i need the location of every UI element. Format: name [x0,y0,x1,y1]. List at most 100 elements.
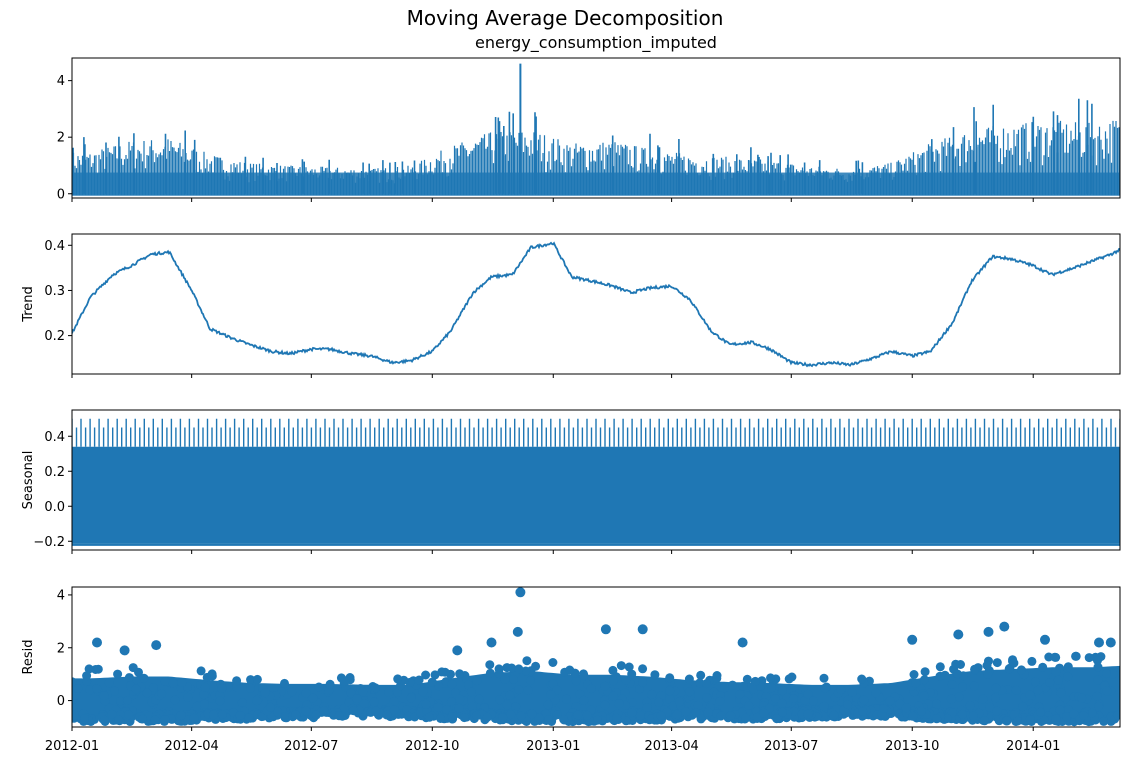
resid-point [548,658,557,667]
panel-seasonal: −0.2 0.0 0.2 0.4 Seasonal [21,410,1125,554]
resid-point [370,697,379,706]
resid-point [992,707,1001,716]
resid-point [218,710,227,719]
resid-point [966,701,975,710]
resid-point [654,698,663,707]
y-tick-label: 0 [57,694,65,709]
resid-point [177,711,186,720]
resid-point [183,693,192,702]
resid-point [232,676,241,685]
resid-point [726,711,735,720]
resid-point [287,687,296,696]
resid-point [665,673,674,682]
y-tick-label: 0.2 [44,329,65,344]
resid-point [335,711,344,720]
resid-point [704,708,713,717]
resid-point [495,664,504,673]
resid-point [514,664,523,673]
resid-point [314,683,323,692]
resid-point [612,714,621,723]
resid-point [1064,662,1073,671]
resid-point [524,686,533,695]
resid-point [100,716,109,725]
resid-point [236,711,245,720]
resid-point [1079,711,1088,720]
resid-point [1018,702,1027,711]
y-tick-label: 4 [57,588,65,603]
series-seasonal-band [72,447,1120,544]
resid-point [983,661,992,670]
resid-point [917,707,926,716]
resid-point [1033,686,1042,695]
resid-point [382,711,391,720]
resid-point [467,688,476,697]
resid-point [778,708,787,717]
resid-point [415,676,424,685]
resid-point [266,703,275,712]
resid-point [789,694,798,703]
resid-point [553,710,562,719]
resid-point [992,684,1001,693]
resid-point [169,678,178,687]
resid-point [246,684,255,693]
resid-point [951,660,960,669]
resid-point [579,696,588,705]
resid-point [353,694,362,703]
x-tick-label: 2014-01 [1006,739,1060,754]
resid-point [407,694,416,703]
resid-point [871,688,880,697]
resid-point [140,674,149,683]
resid-point [886,696,895,705]
resid-point [1051,668,1060,677]
resid-point [829,711,838,720]
resid-point [475,694,484,703]
resid-point [858,707,867,716]
resid-point [739,682,748,691]
resid-point [517,711,526,720]
resid-outlier-point [515,587,525,597]
resid-point [503,701,512,710]
resid-point [785,674,794,683]
resid-point [820,674,829,683]
resid-point [1027,657,1036,666]
resid-point [436,714,445,723]
resid-point [544,715,553,724]
resid-point [94,665,103,674]
resid-point [1077,693,1086,702]
resid-point [712,674,721,683]
resid-point [161,715,170,724]
resid-point [1094,702,1103,711]
resid-point [647,690,656,699]
resid-point [460,713,469,722]
resid-point [759,709,768,718]
resid-outlier-point [953,630,963,640]
x-tick-label: 2012-07 [284,739,338,754]
resid-point [161,677,170,686]
resid-point [372,707,381,716]
axes-frame-trend [72,234,1120,374]
resid-point [528,709,537,718]
resid-point [685,687,694,696]
resid-point [573,711,582,720]
y-tick-label: 2 [57,641,65,656]
resid-point [531,662,540,671]
resid-point [1012,686,1021,695]
resid-point [857,675,866,684]
resid-point [744,701,753,710]
resid-point [105,678,114,687]
resid-point [948,680,957,689]
resid-point [326,680,335,689]
resid-outlier-point [513,627,523,637]
resid-point [643,703,652,712]
resid-point [483,713,492,722]
resid-point [425,713,434,722]
resid-point [151,715,160,724]
resid-outlier-point [999,622,1009,632]
y-tick-label: 4 [57,74,65,89]
x-tick-label: 2013-04 [644,739,698,754]
resid-point [113,670,122,679]
resid-point [371,683,380,692]
resid-point [171,695,180,704]
resid-point [455,695,464,704]
resid-point [124,710,133,719]
